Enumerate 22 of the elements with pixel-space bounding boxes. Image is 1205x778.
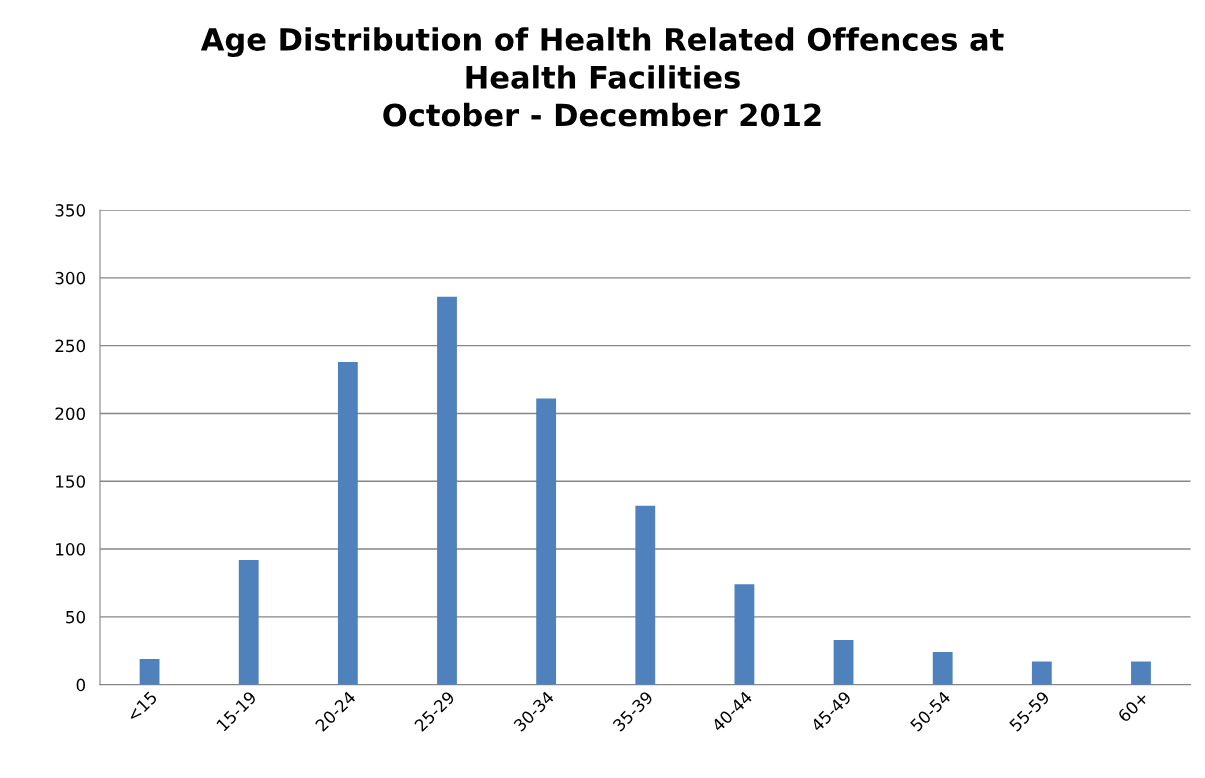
- y-tick-label: 250: [55, 339, 86, 353]
- y-tick-label: 150: [56, 475, 86, 488]
- bar: [536, 398, 557, 685]
- bar: [635, 505, 656, 685]
- bar: [337, 361, 358, 685]
- bar: [238, 559, 259, 685]
- y-tick-label: 50: [66, 610, 86, 624]
- x-tick-label: <15: [126, 690, 158, 723]
- y-tick-label: 200: [55, 407, 86, 421]
- y-tick-label: 0: [76, 678, 86, 692]
- bar: [139, 658, 160, 685]
- bar: [932, 652, 953, 685]
- bar: [1131, 661, 1151, 685]
- bar: [1031, 661, 1052, 685]
- bar: [833, 639, 854, 685]
- y-tick-label: 350: [55, 204, 86, 217]
- x-tick-label: 60+: [1117, 690, 1149, 723]
- bar: [734, 584, 755, 685]
- chart-title: Age Distribution of Health Related Offences at Health Facilities October - December 2012: [200, 27, 1004, 127]
- y-tick-label: 300: [55, 271, 86, 285]
- y-tick-label: 100: [56, 543, 86, 556]
- bar: [437, 296, 457, 685]
